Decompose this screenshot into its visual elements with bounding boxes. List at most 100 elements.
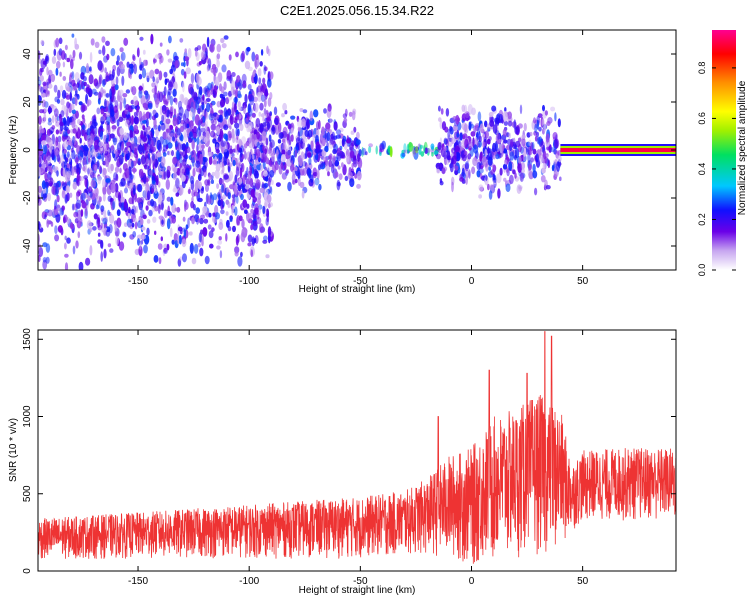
spectral-blob: [216, 59, 220, 68]
spectral-blob: [166, 196, 172, 202]
spectral-blob: [115, 235, 119, 246]
spectral-blob: [540, 175, 546, 183]
spectral-blob: [122, 172, 127, 181]
spectral-blob: [235, 195, 239, 204]
spectral-blob: [145, 111, 151, 119]
spectral-blob: [443, 150, 448, 160]
spectral-blob: [471, 107, 476, 116]
spectral-blob: [497, 188, 501, 199]
spectral-blob: [247, 93, 253, 101]
spectral-blob: [205, 109, 209, 121]
spectral-blob: [55, 136, 59, 147]
spectral-blob: [118, 89, 124, 97]
spectral-blob: [354, 173, 358, 179]
spectral-blob: [290, 127, 294, 134]
spectral-blob: [253, 102, 259, 113]
spectral-blob: [321, 137, 326, 147]
spectral-blob: [243, 105, 246, 115]
spectral-blob: [114, 166, 120, 173]
colorbar-tick-label: 0.6: [697, 112, 707, 125]
spectral-blob: [64, 235, 67, 241]
spectral-blob: [229, 184, 235, 190]
spectral-blob: [236, 233, 240, 243]
spectral-blob: [74, 37, 77, 48]
spectral-blob: [109, 214, 115, 224]
spectral-blob: [229, 148, 234, 154]
spectral-blob: [81, 201, 87, 209]
spectral-blob: [173, 81, 178, 91]
spectral-blob: [72, 86, 78, 92]
spectral-blob: [440, 108, 444, 115]
spectral-blob: [265, 254, 270, 259]
spectral-blob: [138, 89, 143, 99]
spectral-blob: [98, 141, 103, 148]
spectral-blob: [89, 245, 93, 256]
spectral-blob: [42, 193, 48, 199]
spectral-blob: [353, 126, 357, 133]
spectral-blob: [158, 55, 162, 65]
spectrogram-y-label: Frequency (Hz): [8, 116, 19, 185]
spectral-blob: [144, 141, 147, 151]
spectral-blob: [183, 129, 188, 138]
spectral-blob: [69, 91, 73, 102]
spectral-blob: [266, 212, 270, 223]
spectral-blob: [269, 170, 275, 178]
spectral-blob: [216, 183, 220, 190]
spectral-blob: [228, 162, 233, 167]
spectrogram-x-ticks: -150 -100 -50 0 50: [128, 30, 589, 287]
spectral-blob: [515, 126, 520, 135]
spectral-blob: [211, 171, 216, 177]
spectral-blob: [267, 177, 271, 187]
spectral-blob: [250, 249, 253, 258]
snr-x-label: Height of straight line (km): [299, 585, 416, 596]
spectral-blob: [142, 102, 148, 109]
spectral-blob: [54, 225, 58, 235]
spectral-blob: [322, 156, 327, 162]
spectral-blob: [252, 196, 257, 203]
spectral-blob: [335, 134, 341, 139]
spectral-blob: [486, 148, 491, 154]
spectral-blob: [403, 149, 408, 154]
spectral-blob: [557, 155, 562, 163]
spectral-blob: [297, 118, 303, 128]
spectral-blob: [278, 132, 284, 140]
spectral-blob: [86, 84, 90, 93]
spectral-blob: [196, 45, 202, 51]
spectral-blob: [266, 45, 269, 55]
spectral-blob: [250, 208, 254, 214]
spectral-blob: [51, 56, 57, 64]
spectral-blob: [76, 82, 80, 89]
spectral-blob: [465, 175, 468, 185]
spectral-blob: [152, 109, 157, 116]
x-tick-label: -150: [128, 276, 148, 287]
spectral-blob: [142, 214, 147, 220]
spectral-blob: [68, 81, 72, 87]
spectral-blob: [545, 185, 551, 190]
spectral-blob: [290, 134, 294, 142]
spectral-blob: [342, 113, 348, 119]
spectral-blob: [326, 131, 331, 142]
spectral-blob: [340, 151, 345, 159]
spectral-blob: [302, 137, 308, 143]
spectral-blob: [178, 184, 184, 196]
spectral-blob: [262, 151, 267, 163]
spectral-blob: [247, 242, 252, 247]
spectral-blob: [204, 255, 210, 265]
spectral-blob: [132, 166, 136, 174]
spectral-blob: [123, 37, 129, 47]
spectral-blob: [479, 153, 483, 162]
spectral-blob: [209, 243, 214, 249]
spectral-blob: [518, 185, 523, 190]
spectral-blob: [133, 111, 137, 118]
spectral-blob: [389, 146, 393, 158]
spectral-blob: [230, 114, 233, 121]
spectral-blob: [244, 183, 250, 190]
spectral-blob: [154, 54, 160, 59]
spectral-blob: [102, 185, 107, 196]
spectral-blob: [481, 156, 487, 166]
spectral-blob: [103, 209, 107, 219]
spectral-blob: [89, 66, 92, 72]
spectral-blob: [166, 49, 170, 56]
spectral-blob: [56, 170, 59, 177]
spectral-blob: [153, 58, 157, 63]
